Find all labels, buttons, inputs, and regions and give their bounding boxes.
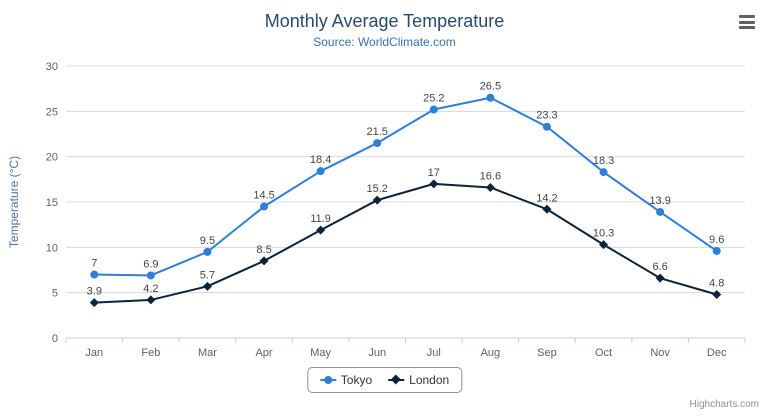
data-label-london: 14.2: [536, 192, 557, 204]
point-tokyo[interactable]: [316, 167, 325, 176]
point-tokyo[interactable]: [429, 105, 438, 114]
point-tokyo[interactable]: [373, 139, 382, 148]
y-axis-tick-label: 15: [46, 197, 58, 209]
point-tokyo[interactable]: [656, 207, 665, 216]
point-tokyo[interactable]: [203, 247, 212, 256]
x-axis-tick-label: Aug: [481, 347, 501, 359]
series-line-london: [94, 182, 717, 304]
y-axis-tick-label: 5: [52, 288, 58, 300]
point-london[interactable]: [202, 281, 212, 291]
data-label-london: 3.9: [87, 286, 102, 298]
legend-item-london[interactable]: London: [388, 373, 449, 387]
data-label-london: 4.2: [143, 283, 158, 295]
point-london[interactable]: [146, 295, 156, 305]
point-london[interactable]: [259, 256, 269, 266]
point-tokyo[interactable]: [542, 122, 551, 131]
x-axis-tick-label: Jul: [427, 347, 441, 359]
y-axis-tick-label: 30: [46, 61, 58, 73]
data-label-london: 11.9: [310, 213, 331, 225]
data-label-london: 17: [428, 167, 440, 179]
hamburger-bar: [739, 15, 755, 18]
london-diamond-marker-icon: [388, 374, 405, 386]
data-label-tokyo: 6.9: [143, 258, 158, 270]
x-axis-tick-label: Oct: [595, 347, 612, 359]
point-london[interactable]: [89, 298, 99, 308]
point-london[interactable]: [655, 273, 665, 283]
x-axis-tick-label: Nov: [650, 347, 670, 359]
data-label-london: 4.8: [709, 277, 724, 289]
data-label-tokyo: 23.3: [536, 110, 557, 122]
x-axis-tick-label: Sep: [537, 347, 557, 359]
x-axis-tick-label: Jan: [85, 347, 103, 359]
data-label-london: 10.3: [593, 228, 614, 240]
point-london[interactable]: [599, 240, 609, 250]
point-tokyo[interactable]: [90, 270, 99, 279]
data-label-london: 8.5: [256, 244, 271, 256]
y-axis-tick-label: 20: [46, 152, 58, 164]
legend-label-london: London: [409, 373, 450, 387]
data-label-tokyo: 9.6: [709, 234, 724, 246]
x-axis-tick-label: Dec: [707, 347, 727, 359]
tokyo-circle-marker-icon: [319, 374, 336, 386]
data-label-london: 6.6: [652, 261, 667, 273]
x-axis-tick-label: Apr: [255, 347, 272, 359]
data-label-tokyo: 18.4: [310, 154, 331, 166]
x-axis-tick-label: May: [310, 347, 331, 359]
legend-item-tokyo[interactable]: Tokyo: [319, 373, 373, 387]
chart-subtitle: Source: WorldClimate.com: [313, 35, 456, 49]
point-tokyo[interactable]: [486, 93, 495, 102]
legend-label-tokyo: Tokyo: [340, 373, 373, 387]
x-axis-tick-label: Jun: [368, 347, 386, 359]
point-london[interactable]: [542, 204, 552, 214]
series-line-tokyo: [94, 96, 718, 277]
x-axis-tick-label: Feb: [141, 347, 160, 359]
data-label-tokyo: 21.5: [366, 126, 387, 138]
data-label-london: 15.2: [366, 183, 387, 195]
data-label-tokyo: 13.9: [649, 195, 670, 207]
export-menu-icon[interactable]: [737, 14, 757, 30]
point-london[interactable]: [316, 225, 326, 235]
x-axis-tick-label: Mar: [198, 347, 217, 359]
y-axis-tick-label: 0: [52, 333, 58, 345]
point-london[interactable]: [372, 195, 382, 205]
point-tokyo[interactable]: [712, 246, 721, 255]
data-label-tokyo: 26.5: [480, 81, 501, 93]
hamburger-bar: [739, 26, 755, 29]
point-tokyo[interactable]: [146, 271, 155, 280]
data-label-tokyo: 25.2: [423, 93, 444, 105]
chart-title: Monthly Average Temperature: [264, 11, 505, 31]
y-axis-tick-label: 25: [46, 106, 58, 118]
point-tokyo[interactable]: [599, 168, 608, 177]
data-label-london: 16.6: [480, 170, 501, 182]
point-london[interactable]: [485, 182, 495, 192]
data-label-london: 5.7: [200, 269, 215, 281]
data-label-tokyo: 7: [91, 258, 97, 270]
data-label-tokyo: 14.5: [253, 190, 274, 202]
data-label-tokyo: 9.5: [200, 235, 215, 247]
hamburger-bar: [739, 20, 755, 24]
highcharts-credit-link[interactable]: Highcharts.com: [689, 399, 759, 410]
y-axis-tick-label: 10: [46, 242, 58, 254]
point-tokyo[interactable]: [260, 202, 269, 211]
point-london[interactable]: [712, 289, 722, 299]
legend: Tokyo London: [306, 367, 463, 393]
data-label-tokyo: 18.3: [593, 155, 614, 167]
point-london[interactable]: [429, 179, 439, 189]
